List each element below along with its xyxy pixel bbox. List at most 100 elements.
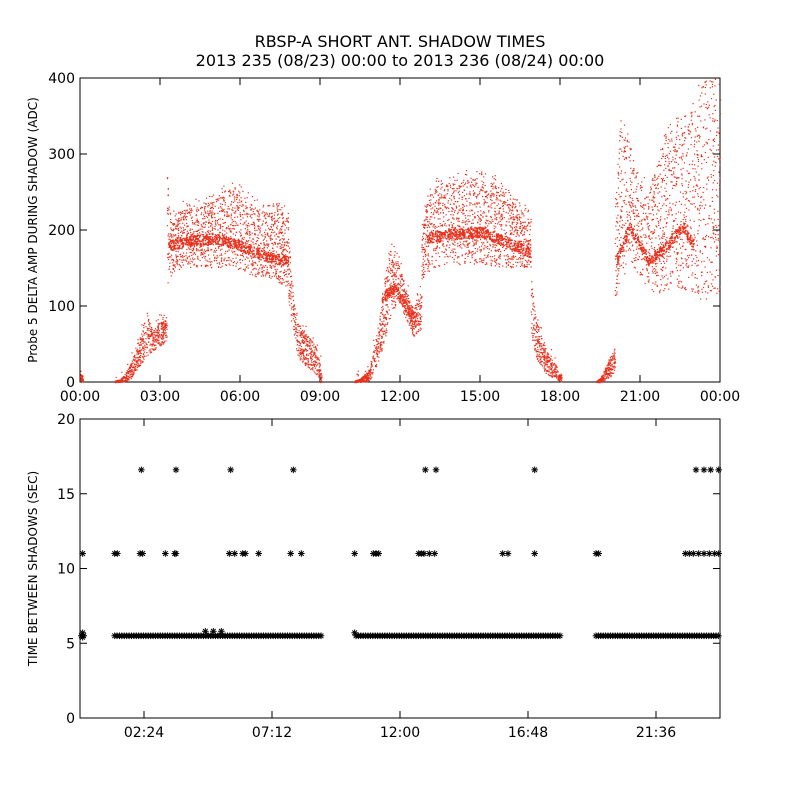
data-point [276,246,278,248]
data-point [299,352,301,354]
data-point [488,210,490,212]
data-point [392,278,394,280]
data-point [462,213,464,215]
data-point [174,245,176,247]
data-point [458,220,460,223]
data-point [218,195,220,197]
data-point [360,377,363,380]
data-point [228,244,230,246]
data-point [477,186,479,188]
data-point [279,276,281,278]
data-point [211,243,213,245]
data-point [284,224,286,226]
data-point [296,314,298,316]
data-point [261,255,263,257]
data-point [254,228,256,230]
data-point [250,240,252,242]
data-point [414,335,416,337]
data-point [203,251,205,253]
data-point [211,261,213,263]
data-point [176,263,178,265]
data-point [159,336,161,338]
data-point [391,299,393,302]
data-point [217,212,219,214]
data-point [432,203,434,205]
data-point [547,360,549,362]
data-point [226,213,228,215]
data-point [361,381,363,383]
data-point [308,353,310,355]
data-point [302,342,304,344]
data-point [247,241,249,243]
data-point [210,202,212,204]
data-point [281,252,283,254]
data-point [466,193,468,195]
data-point [483,258,485,260]
data-point [177,227,179,230]
data-point [289,286,291,288]
data-point [419,320,421,323]
data-point [411,332,414,334]
data-point [120,378,123,380]
data-point [529,222,531,224]
data-point [186,222,188,224]
data-point [502,265,504,267]
data-point [419,316,421,319]
data-point [193,249,195,251]
data-point [245,231,248,234]
data-point [148,350,150,352]
data-point [472,251,474,253]
data-point [179,236,181,239]
data-point [498,255,500,257]
data-point [167,210,169,212]
data-point [196,218,198,220]
data-point [441,183,443,185]
data-point [213,213,215,216]
data-point [384,282,386,284]
data-point [143,347,145,349]
data-point [224,221,226,223]
data-point [531,293,533,295]
data-point [203,214,205,216]
data-point [424,219,426,221]
data-point [182,233,184,235]
data-point [319,377,322,379]
data-point [273,253,275,255]
data-point [285,280,287,282]
data-point [210,263,212,265]
data-point [380,312,382,314]
data-point [157,328,159,330]
data-point [174,266,176,268]
data-point [525,228,527,230]
data-point [468,249,470,251]
data-point [514,203,516,205]
data-point [261,212,263,214]
data-point [137,356,139,359]
data-point [423,220,425,222]
data-point [458,225,460,227]
data-point [216,201,218,203]
data-point [140,362,142,364]
data-point [427,255,430,257]
data-point [524,221,526,223]
data-point [435,191,437,193]
data-point [320,373,322,375]
data-point [418,329,420,331]
data-point [242,254,244,256]
data-point [472,193,475,195]
data-point [551,366,553,368]
data-point [421,295,423,297]
data-point [156,331,158,334]
data-point [395,261,397,263]
data-point [244,258,246,260]
data-point [278,282,280,284]
data-point [229,189,231,191]
data-point [217,222,219,224]
data-point [393,307,395,309]
data-point [244,251,246,253]
data-point [464,257,466,259]
data-point [146,347,148,349]
data-point [453,195,455,197]
data-point [479,235,481,237]
data-point [121,377,123,379]
